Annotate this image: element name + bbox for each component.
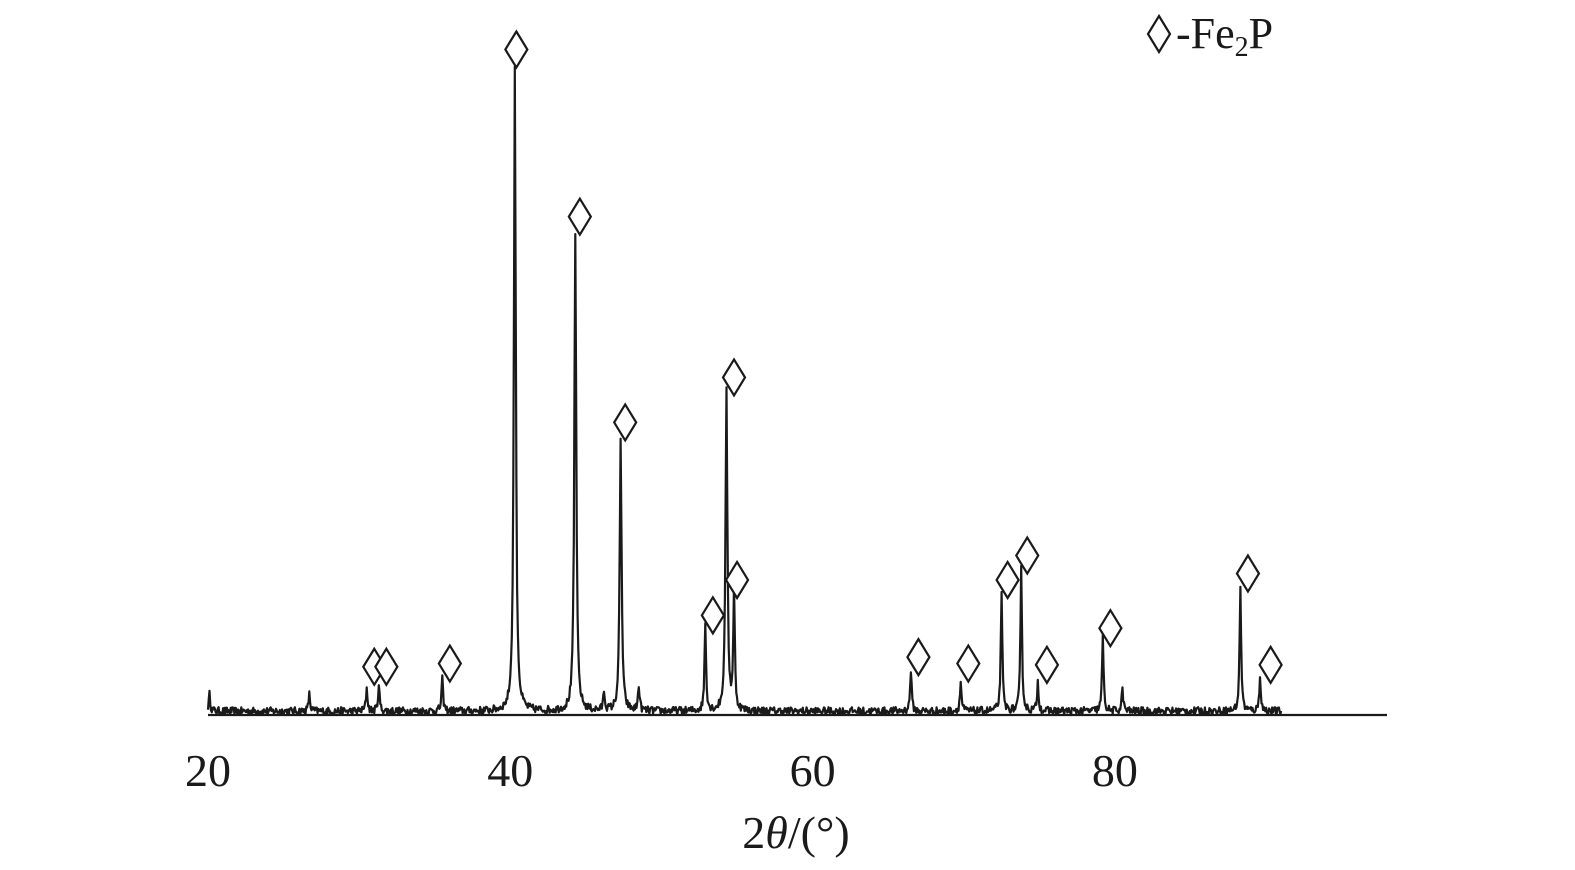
legend: -Fe2P	[1146, 9, 1273, 63]
x-axis-ticks: 20 40 60 80	[185, 745, 1138, 796]
peak-marker-diamond-icon-14	[1098, 608, 1123, 649]
peak-marker-diamond-icon-15	[1235, 553, 1261, 594]
x-axis-title-prefix: 2	[742, 807, 765, 858]
peak-marker-diamond-icon-11	[995, 559, 1020, 601]
peak-markers	[361, 29, 1283, 687]
peak-marker-diamond-icon-12	[1014, 535, 1040, 576]
legend-label-tail: P	[1249, 9, 1273, 58]
peak-marker-diamond-icon-8	[724, 559, 750, 601]
xrd-pattern-line	[206, 65, 1283, 716]
x-tick-label-20: 20	[185, 745, 231, 796]
peak-marker-diamond-icon-4	[567, 196, 593, 237]
x-axis-title-suffix: /(°)	[788, 807, 850, 858]
x-tick-label-80: 80	[1092, 745, 1138, 796]
x-axis-title: 2θ/(°)	[742, 807, 849, 858]
peak-marker-diamond-icon-5	[612, 402, 638, 443]
peak-marker-diamond-icon-6	[700, 595, 726, 636]
x-tick-label-60: 60	[790, 745, 836, 796]
legend-label-fe2p: -Fe2P	[1176, 9, 1273, 63]
peak-marker-diamond-icon-3	[504, 29, 529, 70]
x-tick-label-40: 40	[487, 745, 533, 796]
peak-marker-diamond-icon-16	[1258, 644, 1283, 685]
peak-marker-diamond-icon-1	[374, 646, 399, 687]
x-axis-title-variable: θ	[765, 807, 788, 858]
peak-marker-diamond-icon-2	[437, 643, 463, 684]
plot-area	[206, 65, 1283, 716]
legend-diamond-marker-icon	[1146, 13, 1172, 55]
legend-label-subscript: 2	[1235, 32, 1249, 63]
legend-label-main: -Fe	[1176, 9, 1235, 58]
peak-marker-diamond-icon-9	[906, 637, 931, 678]
peak-marker-diamond-icon-7	[721, 357, 747, 398]
peak-marker-diamond-icon-10	[956, 643, 981, 684]
peak-marker-diamond-icon-13	[1034, 644, 1060, 685]
